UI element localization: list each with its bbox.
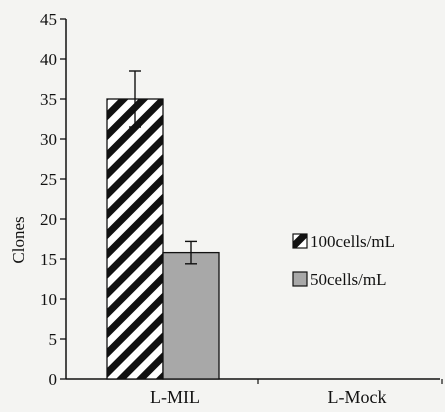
x-tick-label: L-MIL xyxy=(150,387,200,407)
y-tick-label: 15 xyxy=(40,250,57,269)
y-tick-label: 20 xyxy=(40,210,57,229)
y-tick-label: 30 xyxy=(40,130,57,149)
y-tick-label: 40 xyxy=(40,50,57,69)
legend: 100cells/mL 50cells/mL xyxy=(292,232,395,289)
legend-label: 100cells/mL xyxy=(310,232,395,251)
bars xyxy=(106,70,220,380)
y-tick-label: 5 xyxy=(49,330,58,349)
legend-swatch xyxy=(292,271,308,287)
axes: 0 5 10 15 20 25 30 35 40 45 L-MIL L-Mock xyxy=(40,10,443,407)
y-tick-label: 10 xyxy=(40,290,57,309)
bar-series1-l-mil xyxy=(106,98,164,380)
y-axis-label: Clones xyxy=(9,216,28,263)
y-tick-label: 25 xyxy=(40,170,57,189)
y-tick-label: 45 xyxy=(40,10,57,29)
y-tick-label: 0 xyxy=(49,370,58,389)
x-tick-label: L-Mock xyxy=(328,387,387,407)
legend-swatch xyxy=(292,233,308,249)
legend-label: 50cells/mL xyxy=(310,270,386,289)
y-tick-label: 35 xyxy=(40,90,57,109)
bar-series2-l-mil xyxy=(162,251,220,380)
